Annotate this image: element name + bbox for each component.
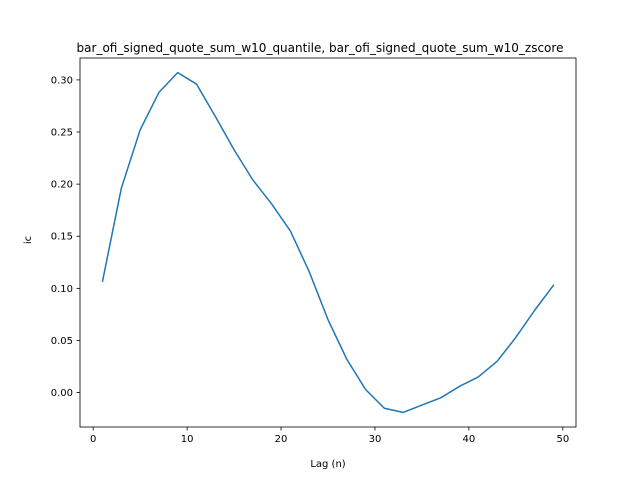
y-tick-label: 0.20 <box>51 180 73 191</box>
x-tick-label: 40 <box>463 434 476 445</box>
y-tick-label: 0.25 <box>51 128 73 139</box>
x-tick-label: 30 <box>369 434 382 445</box>
chart-title: bar_ofi_signed_quote_sum_w10_quantile, b… <box>77 41 564 55</box>
y-tick-label: 0.15 <box>51 232 73 243</box>
x-axis-label: Lag (n) <box>310 459 345 470</box>
x-tick-label: 10 <box>181 434 194 445</box>
x-tick-label: 50 <box>556 434 569 445</box>
axes-frame <box>79 57 577 428</box>
series-line-0 <box>101 71 555 414</box>
x-tick-label: 0 <box>90 434 96 445</box>
y-axis-label: ic <box>23 236 34 244</box>
y-tick-label: 0.00 <box>51 388 73 399</box>
y-tick-label: 0.10 <box>51 284 73 295</box>
y-tick-label: 0.05 <box>51 336 73 347</box>
x-tick-label: 20 <box>275 434 288 445</box>
plot-area: 0 10 20 30 40 50 0.00 0.05 0.10 0.15 0.20 0.25 0.30 <box>51 57 577 445</box>
y-tick-label: 0.30 <box>51 75 73 86</box>
